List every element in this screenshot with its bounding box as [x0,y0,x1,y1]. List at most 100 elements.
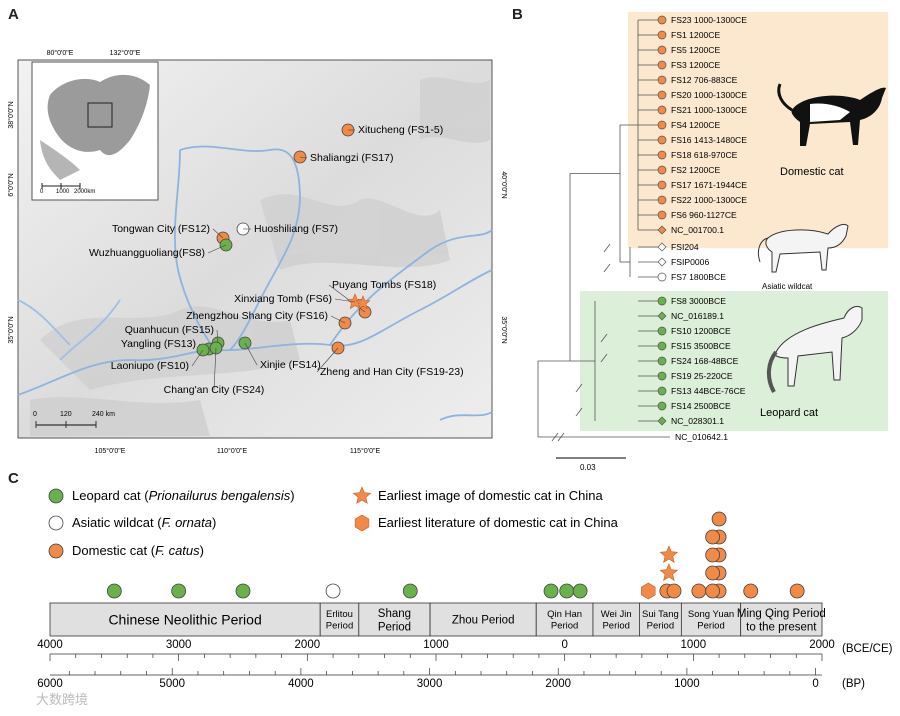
map-sites: Xitucheng (FS1-5) Shaliangzi (FS17) Tongwa… [89,123,464,396]
tree-tip: FS21 1000-1300CE [638,105,747,115]
tree-tip: FS17 1671-1944CE [638,180,747,190]
tree-tip: FS12 706-883CE [638,75,738,85]
map-site-label: Yangling (FS13) [121,338,196,350]
map-site-label: Shaliangzi (FS17) [310,152,393,164]
period-label: Ming Qing Period [737,608,826,620]
tree-tip-circle [657,30,667,40]
map-panel: 0 1000 2000km 80°0'0"E 132°0'0"E 105°0'0… [7,49,508,455]
tree-tip: FS5 1200CE [638,45,720,55]
tree-tip-circle [657,135,667,145]
legend-domestic: Domestic cat (F. catus) [48,543,204,559]
tree-tip-diamond [657,242,667,252]
axis-top-label: 4000 [37,639,63,651]
period-label: Shang [378,608,411,620]
rivers [17,145,493,421]
tree-tip-label: FS4 1200CE [671,120,720,130]
map-site-label: Chang'an City (FS24) [164,384,265,396]
legend-marker [48,488,64,504]
timeline-panel: Leopard cat (Prionailurus bengalensis) As… [36,486,893,707]
period-label: Period [602,621,629,632]
map-site-label: Laoniupo (FS10) [111,360,189,372]
map-left-tick: 6°0'0"N [7,173,15,196]
panel-a-label: A [8,6,19,23]
axis-bottom-label: 2000 [545,678,571,690]
tree-tip-label: FS7 1800BCE [671,272,726,282]
tree-tip: FS13 44BCE-76CE [638,386,746,396]
event-domestic-marker [666,583,682,599]
asiatic-wildcat-illustration [757,223,849,273]
tree-tip-label: FS2 1200CE [671,165,720,175]
event-leopard-marker [106,583,122,599]
tree-tip: NC_016189.1 [638,311,724,321]
map-site-label: Xitucheng (FS1-5) [358,124,443,136]
legend-marker [48,543,64,559]
map-site: Shaliangzi (FS17) [293,150,393,164]
event-domestic-marker [705,583,721,599]
map-site-star-marker [346,293,364,310]
axis-top-label: 1000 [681,639,707,651]
map-scale-label: 120 [60,411,72,418]
timeline-legend: Leopard cat (Prionailurus bengalensis) As… [48,486,619,559]
tree-tip: FS4 1200CE [638,120,720,130]
tree-tip: FS22 1000-1300CE [638,195,747,205]
map-left-tick: 38°0'0"N [7,101,15,128]
panel-b-label: B [512,6,523,23]
tree-tip: FS6 960-1127CE [638,210,737,220]
map-scale-label: 0 [33,411,37,418]
map-bottom-tick: 110°0'0"E [217,447,248,455]
map-site-star-marker [355,295,371,310]
period-label: Period [378,621,411,633]
tree-tip-circle [657,165,667,175]
map-site-label: Puyang Tombs (FS18) [332,279,436,291]
event-domestic-marker [789,583,805,599]
map-right-tick: 40°0'0"N [500,171,508,198]
inset-scale-label: 2000km [74,189,95,195]
tree-tip-label: FS22 1000-1300CE [671,195,747,205]
map-site-label: Quanhucun (FS15) [125,324,214,336]
tree-tip: FS14 2500BCE [638,401,731,411]
tree-tip-label: FSI204 [671,242,699,252]
tree-tip-circle [657,45,667,55]
event-domestic-marker [705,529,721,545]
map-site: Zheng and Han City (FS19-23) [316,341,464,378]
timeline-events [106,511,805,600]
map-site: Huoshiliang (FS7) [236,222,338,236]
tree-tip-circle [657,120,667,130]
tree-tip-label: FS14 2500BCE [671,401,731,411]
tree-tip: FS8 3000BCE [638,296,726,306]
watermark-text: 大数跨境 [36,692,88,707]
tree-tip-circle [657,210,667,220]
event-wild-marker [325,583,341,599]
axis-top-label: 1000 [423,639,449,651]
map-scale-label: 240 km [92,411,115,418]
map-site-label: Zhengzhou Shang City (FS16) [186,310,328,322]
axis-bottom-label: 1000 [674,678,700,690]
legend-literature: Earliest literature of domestic cat in C… [354,514,619,532]
tree-tip-label: FS16 1413-1480CE [671,135,747,145]
period-label: Period [647,621,674,632]
tree-tip: FS2 1200CE [638,165,720,175]
tree-tip-label: FS20 1000-1300CE [671,90,747,100]
map-right-tick: 35°0'0"N [500,316,508,343]
tree-tip-diamond [657,311,667,321]
tree-tip-circle [657,356,667,366]
period-label: Chinese Neolithic Period [108,611,261,627]
period-label: to the present [746,621,817,633]
event-domestic-marker [691,583,707,599]
tree-tip-diamond [657,416,667,426]
map-site-label: Xinxiang Tomb (FS6) [234,293,332,305]
axis-top-label: 3000 [166,639,192,651]
event-leopard-marker [543,583,559,599]
map-site-label: Tongwan City (FS12) [112,223,210,235]
tree-tip: FS20 1000-1300CE [638,90,747,100]
event-literature-hexagon [641,582,656,600]
domestic-cat-illustration [777,83,886,146]
tree-tip-label: FSIP0006 [671,257,709,267]
legend-star-marker [352,486,372,504]
legend-text: Leopard cat (Prionailurus bengalensis) [72,488,295,503]
inset-scale-label: 0 [40,189,44,195]
event-domestic-marker [743,583,759,599]
